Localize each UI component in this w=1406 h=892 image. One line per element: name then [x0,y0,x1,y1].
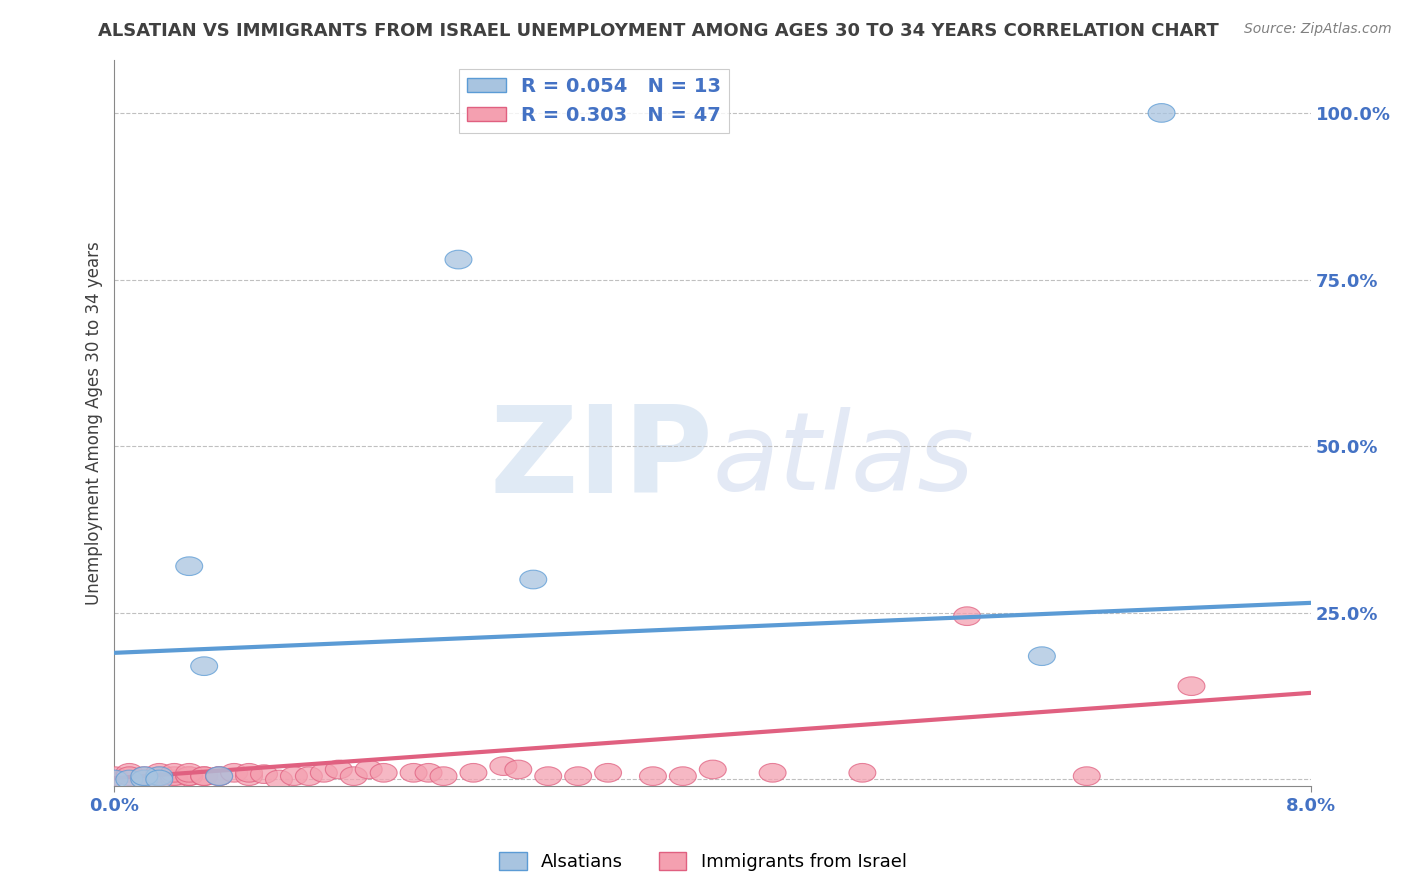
Legend: R = 0.054   N = 13, R = 0.303   N = 47: R = 0.054 N = 13, R = 0.303 N = 47 [460,70,730,133]
Ellipse shape [520,570,547,589]
Ellipse shape [146,770,173,789]
Ellipse shape [534,767,561,786]
Ellipse shape [489,756,517,775]
Ellipse shape [205,767,232,786]
Ellipse shape [1073,767,1101,786]
Ellipse shape [759,764,786,782]
Ellipse shape [131,767,157,786]
Ellipse shape [146,764,173,782]
Ellipse shape [191,767,218,786]
Ellipse shape [176,557,202,575]
Ellipse shape [160,764,188,782]
Ellipse shape [430,767,457,786]
Ellipse shape [325,760,353,779]
Ellipse shape [101,767,128,786]
Ellipse shape [640,767,666,786]
Ellipse shape [115,767,143,786]
Ellipse shape [370,764,396,782]
Ellipse shape [131,770,157,789]
Ellipse shape [1028,647,1056,665]
Ellipse shape [311,764,337,782]
Ellipse shape [236,767,263,786]
Ellipse shape [176,767,202,786]
Ellipse shape [205,767,232,786]
Ellipse shape [295,767,322,786]
Ellipse shape [146,770,173,789]
Ellipse shape [115,764,143,782]
Ellipse shape [250,764,277,783]
Ellipse shape [266,770,292,789]
Ellipse shape [415,764,441,782]
Ellipse shape [131,767,157,786]
Ellipse shape [340,767,367,786]
Ellipse shape [101,770,128,789]
Ellipse shape [131,770,157,789]
Text: atlas: atlas [713,407,974,512]
Ellipse shape [565,767,592,786]
Text: Source: ZipAtlas.com: Source: ZipAtlas.com [1244,22,1392,37]
Legend: Alsatians, Immigrants from Israel: Alsatians, Immigrants from Israel [492,845,914,879]
Text: ALSATIAN VS IMMIGRANTS FROM ISRAEL UNEMPLOYMENT AMONG AGES 30 TO 34 YEARS CORREL: ALSATIAN VS IMMIGRANTS FROM ISRAEL UNEMP… [98,22,1219,40]
Ellipse shape [1178,677,1205,696]
Ellipse shape [176,764,202,782]
Ellipse shape [669,767,696,786]
Ellipse shape [115,770,143,789]
Text: ZIP: ZIP [489,401,713,517]
Ellipse shape [146,767,173,786]
Ellipse shape [191,767,218,786]
Ellipse shape [1149,103,1175,122]
Ellipse shape [446,251,472,268]
Ellipse shape [460,764,486,782]
Ellipse shape [160,767,188,786]
Y-axis label: Unemployment Among Ages 30 to 34 years: Unemployment Among Ages 30 to 34 years [86,241,103,605]
Ellipse shape [595,764,621,782]
Ellipse shape [176,767,202,786]
Ellipse shape [236,764,263,782]
Ellipse shape [191,657,218,675]
Ellipse shape [401,764,427,782]
Ellipse shape [205,767,232,786]
Ellipse shape [849,764,876,782]
Ellipse shape [953,607,980,625]
Ellipse shape [160,770,188,789]
Ellipse shape [356,760,382,779]
Ellipse shape [146,767,173,786]
Ellipse shape [505,760,531,779]
Ellipse shape [699,760,727,779]
Ellipse shape [221,764,247,782]
Ellipse shape [280,767,308,786]
